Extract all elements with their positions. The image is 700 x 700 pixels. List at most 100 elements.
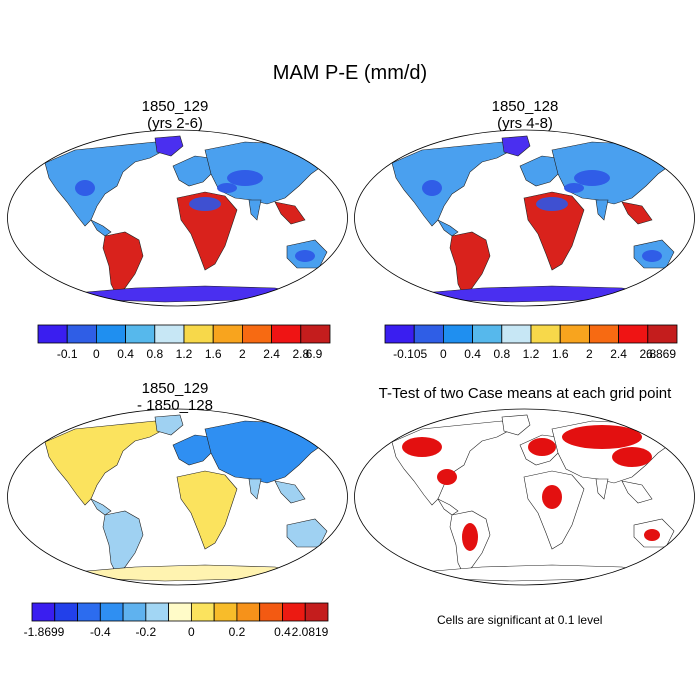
colorbar1-tick-label: 0 (93, 347, 100, 361)
colorbar1-tick-label: 2.4 (263, 347, 280, 361)
significant-cells (542, 485, 562, 509)
colorbar2-swatch (443, 324, 474, 344)
significant-cells (644, 529, 660, 541)
colorbar2-tick-label: 1.2 (523, 347, 540, 361)
continent-europe (172, 434, 216, 466)
map-panel-ttest (354, 408, 695, 586)
significant-cells (528, 438, 556, 456)
continent-india (248, 199, 262, 221)
colorbar3-tick-label: 0 (188, 625, 195, 639)
continent-southAmerica (102, 510, 144, 576)
continent-seAsia (274, 201, 306, 225)
dry-region (295, 250, 315, 262)
dry-region (536, 197, 568, 211)
colorbar2-tick-label: 1.6 (552, 347, 569, 361)
figure-title: MAM P-E (mm/d) (272, 62, 428, 84)
map-panel-1850-128 (354, 129, 695, 307)
colorbar3-tick-label: -0.4 (90, 625, 111, 639)
dry-region (574, 170, 610, 186)
colorbar1-swatch (125, 324, 156, 344)
colorbar2-swatch (530, 324, 561, 344)
colorbar2-swatch (588, 324, 619, 344)
colorbar3-swatch (213, 602, 238, 622)
colorbar2-swatch (618, 324, 649, 344)
colorbar3-swatch (122, 602, 147, 622)
colorbar1-tick-label: 6.9 (306, 347, 323, 361)
colorbar1-swatch (37, 324, 68, 344)
colorbar1-tick-label: 2 (239, 347, 246, 361)
colorbar1-tick-label: 0.8 (146, 347, 163, 361)
dry-region (189, 197, 221, 211)
continent-greenland (501, 414, 531, 436)
dry-region (227, 170, 263, 186)
continent-seAsia (621, 480, 653, 504)
panel1-title: 1850_129 (yrs 2-6) (95, 98, 255, 132)
continent-antarctica (421, 564, 653, 582)
continent-europe (519, 155, 563, 187)
colorbar1-tick-label: 2.8 (292, 347, 309, 361)
colorbar1-swatch (154, 324, 185, 344)
colorbar2-tick-label: 0.8 (493, 347, 510, 361)
continent-centralAmerica (437, 498, 459, 516)
continent-africa (176, 191, 238, 271)
colorbar1-swatch (300, 324, 331, 344)
colorbar2-swatch (384, 324, 415, 344)
colorbar3-swatch (282, 602, 306, 622)
colorbar1-tick-label: 1.2 (176, 347, 193, 361)
colorbar2-swatch (501, 324, 532, 344)
significant-cells (402, 437, 442, 457)
panel4-title: T-Test of two Case means at each grid po… (360, 385, 690, 402)
continent-greenland (154, 135, 184, 157)
colorbar2-tick-label: 6.869 (646, 347, 676, 361)
map-panel-1850-129 (7, 129, 348, 307)
colorbar1-swatch (66, 324, 97, 344)
continent-africa (523, 470, 585, 550)
colorbar-panel2: -0.105 0 0.4 0.8 1.2 1.6 2 2.4 2.86.869 (384, 324, 678, 361)
colorbar1-swatch (96, 324, 127, 344)
colorbar1-swatch (241, 324, 272, 344)
panel2-title-line1: 1850_128 (491, 98, 559, 115)
colorbar3-swatch (145, 602, 170, 622)
colorbar1-swatch (183, 324, 214, 344)
panel1-title-line2: (yrs 2-6) (147, 115, 203, 132)
continent-india (595, 478, 609, 500)
colorbar-panel3: -1.8699 -0.4 -0.2 0 0.2 0.4 2.0819 (24, 602, 329, 639)
continent-southAmerica (102, 231, 144, 297)
colorbar3-swatch (77, 602, 101, 622)
continent-asia (204, 420, 326, 484)
map-outline (354, 408, 695, 586)
colorbar1-swatch (271, 324, 302, 344)
colorbar3-swatch (99, 602, 124, 622)
continent-centralAmerica (90, 219, 112, 237)
continent-northAmerica (391, 420, 513, 506)
colorbar3-tick-label: 2.0819 (292, 625, 329, 639)
colorbar2-tick-label: 2.4 (610, 347, 627, 361)
continent-seAsia (274, 480, 306, 504)
colorbar3-swatch (236, 602, 261, 622)
continent-northAmerica (44, 141, 166, 227)
significant-cells (562, 425, 642, 449)
continent-india (248, 478, 262, 500)
panel1-title-line1: 1850_129 (141, 98, 209, 115)
dry-region (422, 180, 442, 196)
colorbar1-tick-label: 0.4 (117, 347, 134, 361)
panel2-title-line2: (yrs 4-8) (497, 115, 553, 132)
continent-australia (286, 518, 328, 548)
significant-cells (462, 523, 478, 551)
panel3-title-line1: 1850_129 (141, 380, 209, 397)
dry-region (642, 250, 662, 262)
continent-asia (551, 141, 673, 205)
map-panel-difference (7, 408, 348, 586)
continent-centralAmerica (90, 498, 112, 516)
colorbar3-tick-label: 0.4 (274, 625, 291, 639)
colorbar3-swatch (259, 602, 283, 622)
continent-antarctica (421, 285, 653, 303)
panel4-title-line1: T-Test of two Case means at each grid po… (378, 385, 672, 402)
colorbar3-swatch (168, 602, 192, 622)
continent-antarctica (74, 285, 306, 303)
colorbar1-swatch (212, 324, 243, 344)
continent-antarctica (74, 564, 306, 582)
colorbar3-swatch (304, 602, 329, 622)
colorbar2-tick-label: 2.8 (639, 347, 656, 361)
significant-cells (437, 469, 457, 485)
